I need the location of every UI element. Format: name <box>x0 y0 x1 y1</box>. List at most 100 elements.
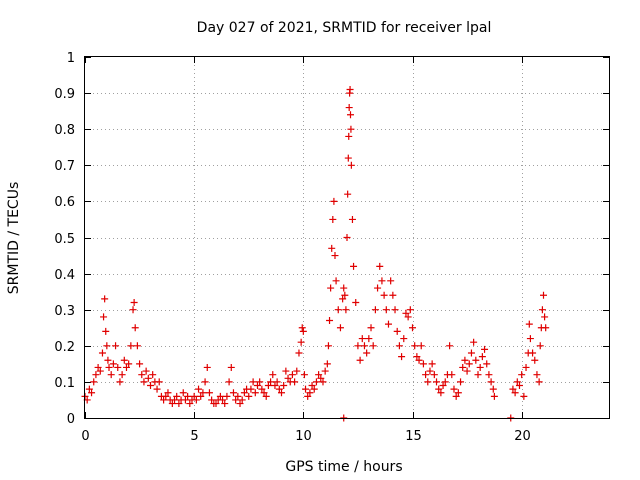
y-tick-label: 0.2 <box>54 340 75 355</box>
data-point <box>225 378 233 386</box>
data-point <box>470 338 478 346</box>
data-point <box>533 371 541 379</box>
data-point <box>323 360 331 368</box>
data-point <box>520 392 528 400</box>
y-axis-label: SRMTID / TECUs <box>6 182 22 295</box>
x-tick-label: 5 <box>190 429 198 444</box>
data-point <box>149 371 157 379</box>
data-point <box>347 161 355 169</box>
data-point <box>238 396 246 404</box>
data-point <box>395 342 403 350</box>
data-point <box>308 382 316 390</box>
y-tick-label: 0.7 <box>54 159 75 174</box>
data-point <box>541 313 549 321</box>
data-point <box>400 335 408 343</box>
data-point <box>345 132 353 140</box>
data-point <box>173 392 181 400</box>
data-point <box>96 367 104 375</box>
data-point <box>317 374 325 382</box>
data-point <box>295 349 303 357</box>
data-point <box>236 400 244 408</box>
data-point <box>398 353 406 361</box>
data-point <box>208 396 216 404</box>
data-point <box>478 353 486 361</box>
data-point <box>120 356 128 364</box>
data-point <box>324 342 332 350</box>
data-point <box>360 342 368 350</box>
data-point <box>515 382 523 390</box>
y-tick-label: 0.9 <box>54 87 75 102</box>
data-point <box>186 400 194 408</box>
data-point <box>256 378 264 386</box>
data-point <box>452 392 460 400</box>
data-point <box>319 378 327 386</box>
data-point <box>162 392 170 400</box>
plot-frame <box>84 56 610 419</box>
data-point <box>354 342 362 350</box>
data-point <box>92 371 100 379</box>
data-point <box>402 309 410 317</box>
data-point <box>104 356 112 364</box>
data-point <box>288 371 296 379</box>
data-point <box>175 400 183 408</box>
data-point <box>142 367 150 375</box>
data-point <box>258 385 266 393</box>
data-point <box>107 371 115 379</box>
data-point <box>511 389 519 397</box>
data-point <box>430 371 438 379</box>
data-point <box>485 371 493 379</box>
data-point <box>312 378 320 386</box>
data-point <box>374 284 382 292</box>
data-point <box>536 342 544 350</box>
data-point <box>526 335 534 343</box>
data-point <box>426 367 434 375</box>
data-point <box>205 389 213 397</box>
data-point <box>179 389 187 397</box>
data-point <box>457 378 465 386</box>
data-point <box>227 363 235 371</box>
data-point <box>376 262 384 270</box>
data-point <box>299 327 307 335</box>
data-point <box>348 215 356 223</box>
data-point <box>490 392 498 400</box>
data-point <box>346 111 354 119</box>
data-point <box>344 190 352 198</box>
data-point <box>350 262 358 270</box>
data-point <box>369 342 377 350</box>
x-axis-ticks: 0 5 10 15 20 <box>81 57 531 444</box>
data-point <box>419 360 427 368</box>
y-tick-label: 0.1 <box>54 376 75 391</box>
data-point <box>112 342 120 350</box>
data-point <box>525 320 533 328</box>
data-point <box>153 385 161 393</box>
data-point <box>483 360 491 368</box>
data-point <box>345 104 353 112</box>
data-point <box>147 382 154 390</box>
data-point <box>118 371 126 379</box>
data-point <box>216 392 224 400</box>
data-point <box>378 277 386 285</box>
data-point <box>85 385 93 393</box>
data-point <box>234 392 242 400</box>
x-tick-label: 0 <box>81 429 89 444</box>
data-point <box>382 306 390 314</box>
chart-title: Day 027 of 2021, SRMTID for receiver lpa… <box>197 20 492 36</box>
data-point <box>489 385 497 393</box>
data-point <box>160 396 168 404</box>
data-point <box>181 396 189 404</box>
data-point <box>367 324 375 332</box>
data-point <box>310 385 318 393</box>
data-point <box>138 371 146 379</box>
data-point <box>278 389 285 397</box>
data-point <box>417 342 425 350</box>
data-point <box>448 371 456 379</box>
data-point <box>476 363 484 371</box>
data-point <box>387 277 395 285</box>
data-point <box>184 392 192 400</box>
data-point <box>465 360 473 368</box>
data-point <box>101 295 109 303</box>
y-tick-label: 0.6 <box>54 195 75 210</box>
y-tick-label: 0.5 <box>54 232 75 247</box>
data-point <box>114 363 122 371</box>
data-point <box>342 306 350 314</box>
